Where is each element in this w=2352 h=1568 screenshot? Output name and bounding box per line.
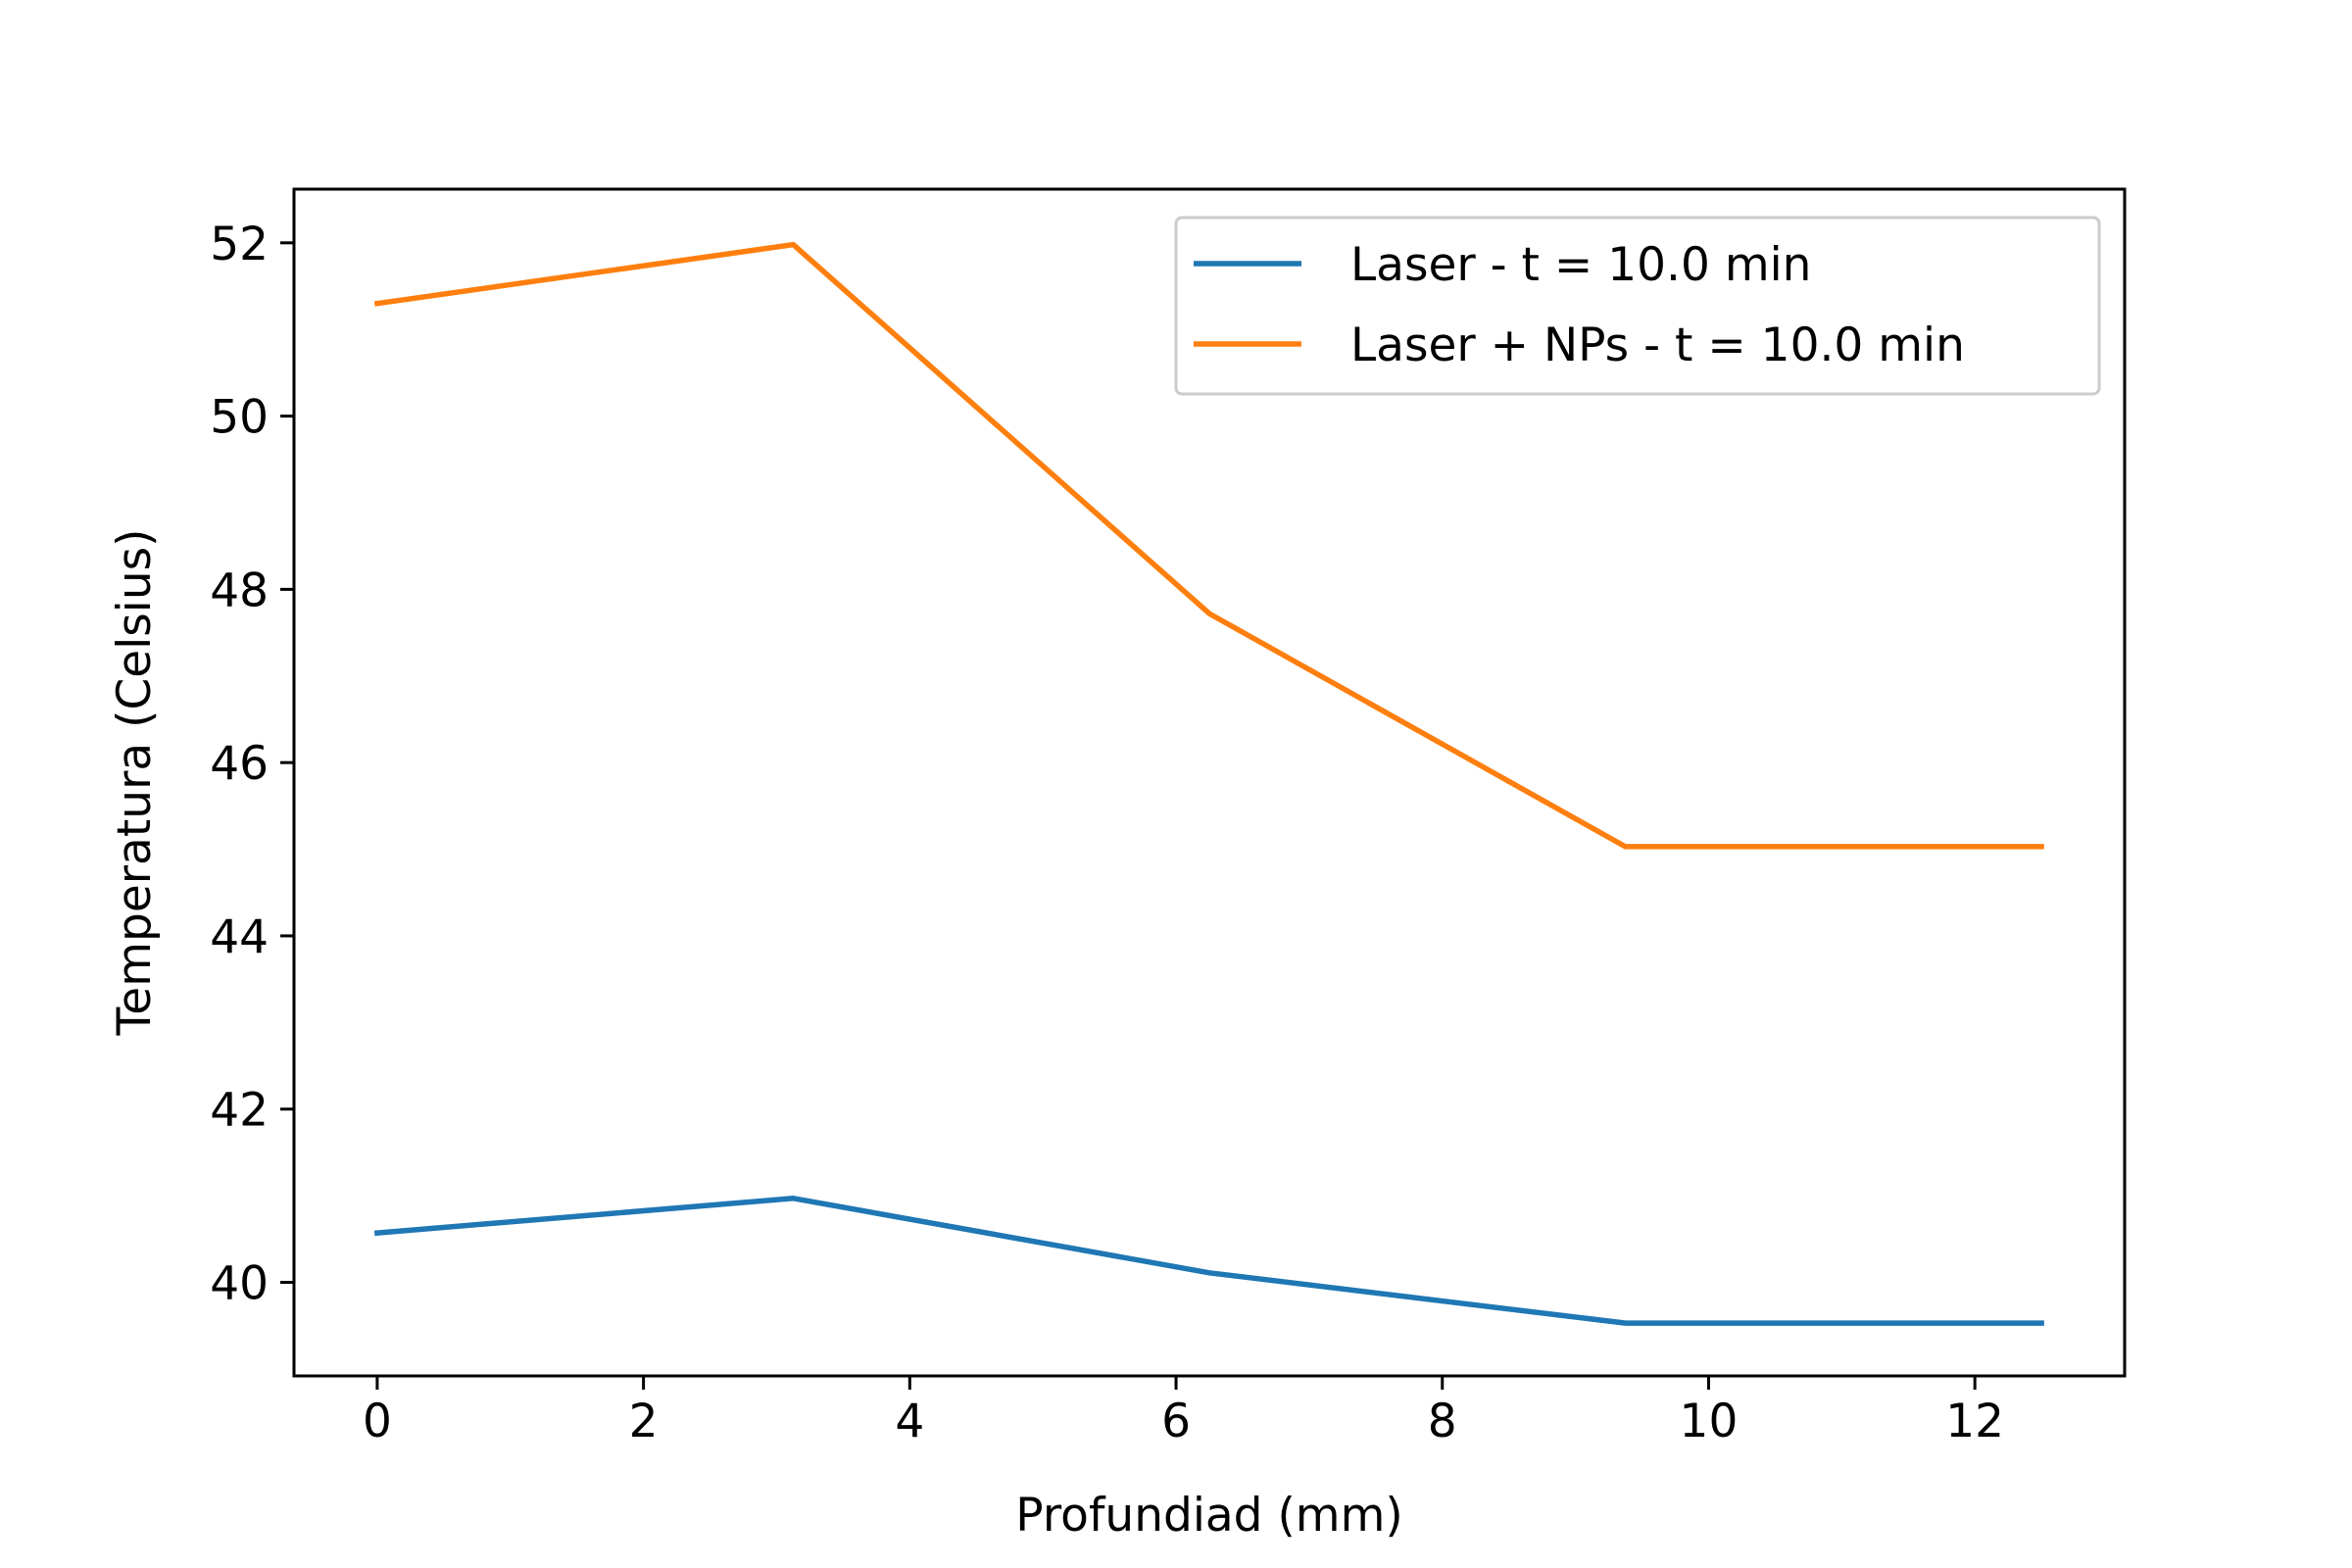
y-axis: 40 42 44 46 48 50 52 — [210, 218, 294, 1311]
x-tick-label: 2 — [629, 1395, 659, 1448]
legend-label: Laser + NPs - t = 10.0 min — [1350, 318, 1965, 372]
series-layer — [373, 241, 2044, 1326]
legend-box — [1174, 216, 2101, 396]
x-tick-label: 0 — [363, 1395, 392, 1448]
y-tick-label: 42 — [210, 1084, 269, 1138]
x-axis-label: Profundiad (mm) — [1015, 1489, 1402, 1543]
y-tick-label: 52 — [210, 218, 269, 271]
y-tick-label: 44 — [210, 910, 269, 964]
x-tick-label: 6 — [1161, 1395, 1191, 1448]
x-tick-label: 10 — [1680, 1395, 1739, 1448]
plot-frame — [292, 187, 2127, 1378]
x-tick-label: 12 — [1945, 1395, 2004, 1448]
y-tick-label: 40 — [210, 1257, 269, 1311]
series-line-2 — [373, 241, 2044, 850]
y-tick-label: 48 — [210, 564, 269, 617]
x-tick-label: 8 — [1428, 1395, 1457, 1448]
legend: Laser - t = 10.0 min Laser + NPs - t = 10… — [1174, 216, 2101, 396]
x-axis: 0 2 4 6 8 10 12 — [363, 1376, 2004, 1448]
series-line-1 — [373, 1196, 2044, 1326]
y-tick-label: 46 — [210, 737, 269, 791]
x-tick-label: 4 — [895, 1395, 924, 1448]
y-axis-label: Temperatura (Celsius) — [108, 529, 162, 1037]
y-tick-label: 50 — [210, 391, 269, 445]
legend-label: Laser - t = 10.0 min — [1350, 238, 1811, 292]
